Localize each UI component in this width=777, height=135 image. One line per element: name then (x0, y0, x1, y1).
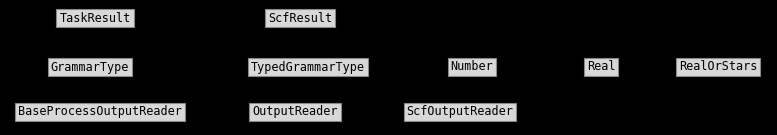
Text: Real: Real (587, 60, 615, 73)
Text: GrammarType: GrammarType (51, 60, 129, 73)
Text: OutputReader: OutputReader (253, 105, 338, 119)
Text: ScfOutputReader: ScfOutputReader (406, 105, 514, 119)
Text: Number: Number (451, 60, 493, 73)
Text: TaskResult: TaskResult (59, 11, 131, 24)
Text: ScfResult: ScfResult (268, 11, 332, 24)
Text: RealOrStars: RealOrStars (679, 60, 758, 73)
Text: TypedGrammarType: TypedGrammarType (251, 60, 365, 73)
Text: BaseProcessOutputReader: BaseProcessOutputReader (18, 105, 182, 119)
